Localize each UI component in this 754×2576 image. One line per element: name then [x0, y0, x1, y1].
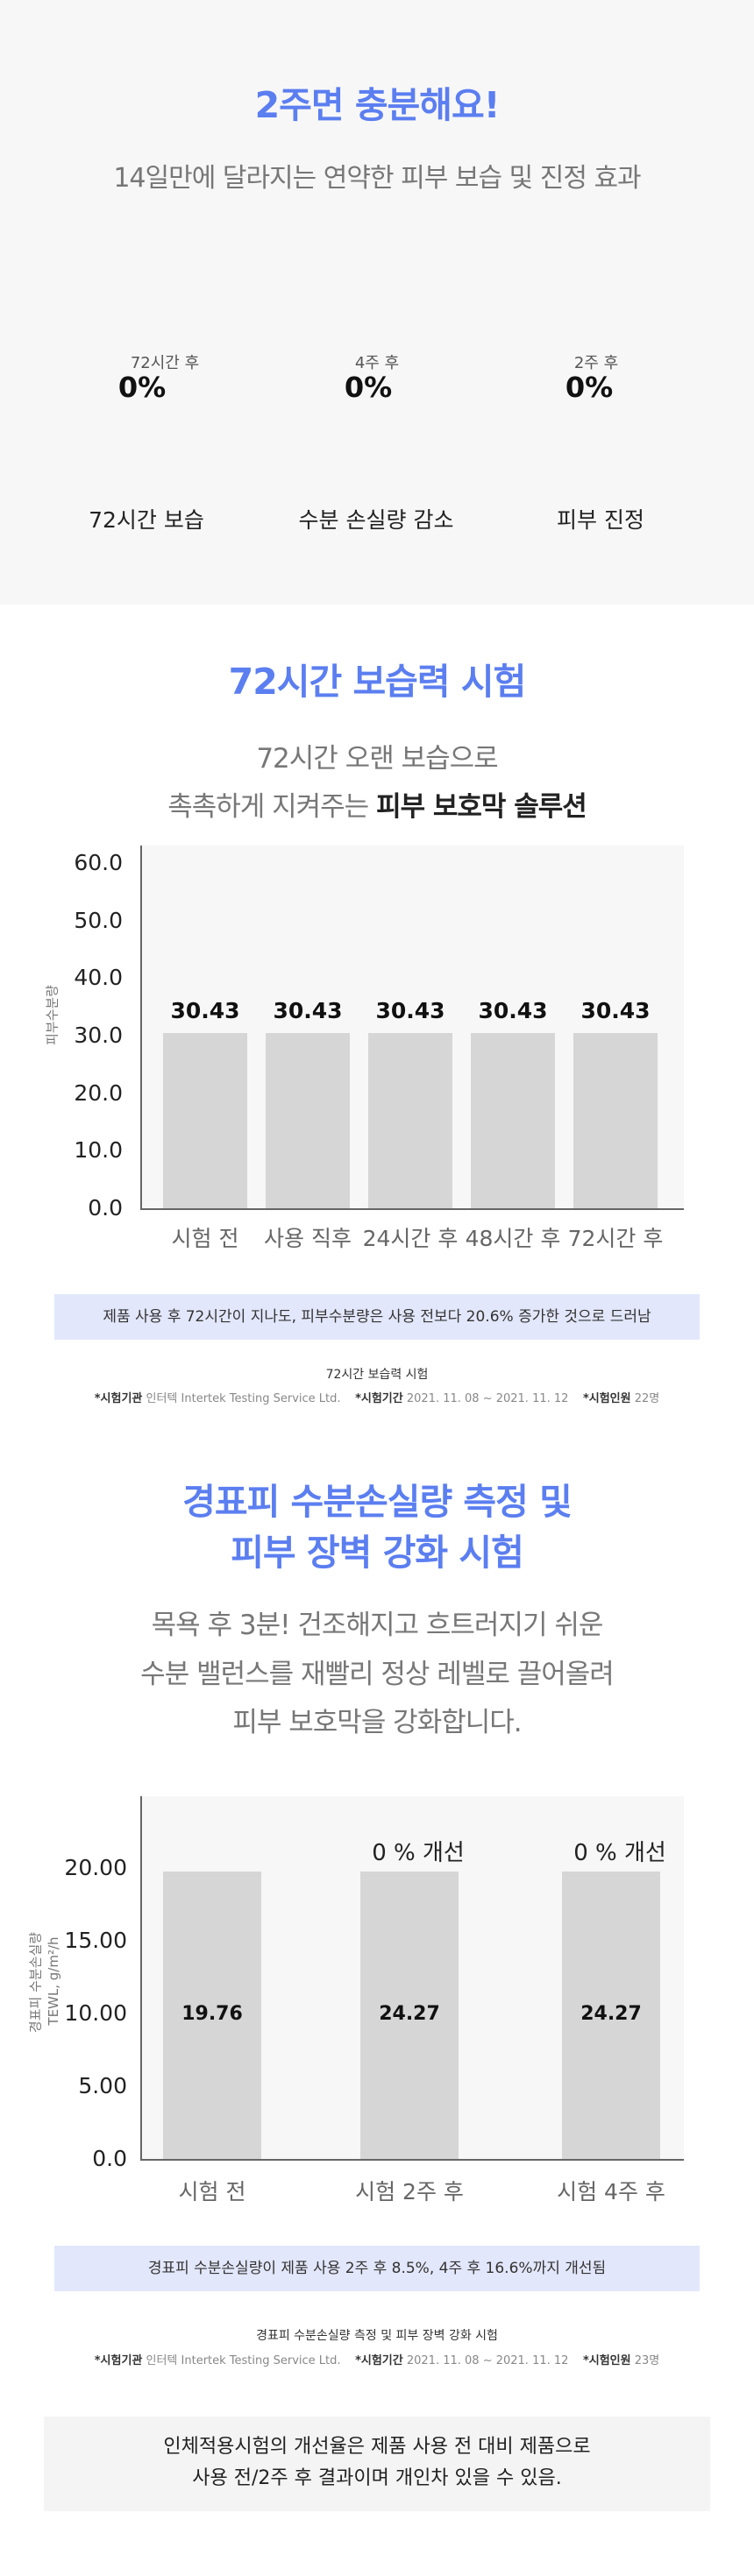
- chart1-bar: [163, 1033, 247, 1208]
- chart2-bar: [360, 1872, 459, 2159]
- chart1-y-tick: 0.0: [88, 1195, 123, 1221]
- caption-org-label: *시험기관: [94, 2354, 143, 2367]
- caption-people-label: *시험인원: [582, 1392, 631, 1405]
- stat-label-1: 72시간 보습: [89, 507, 204, 533]
- caption-period: 2021. 11. 08 ~ 2021. 11. 12: [406, 1392, 569, 1405]
- summary-title: 2주면 충분해요!: [254, 84, 501, 126]
- chart2-x-tick: 시험 4주 후: [557, 2179, 665, 2204]
- caption-org-label: *시험기관: [94, 1392, 143, 1405]
- chart2-y-label-1: 경표피 수분손실량: [27, 1931, 44, 2034]
- chart1-x-tick: 사용 직후: [264, 1226, 352, 1251]
- subtitle-plain: 촉촉하게 지켜주는: [167, 791, 377, 823]
- stat-label-2: 수분 손실량 감소: [298, 507, 454, 533]
- moisture-test-note: 제품 사용 후 72시간이 지나도, 피부수분량은 사용 전보다 20.6% 증…: [54, 1294, 700, 1340]
- caption-period-label: *시험기간: [355, 1392, 403, 1405]
- moisture-test-title: 72시간 보습력 시험: [228, 661, 527, 703]
- chart1-bar-label: 30.43: [273, 998, 343, 1024]
- chart1-x-axis: [140, 1208, 684, 1210]
- chart1-x-tick: 48시간 후: [465, 1226, 561, 1251]
- chart2-bar: [163, 1872, 261, 2159]
- disclaimer-line-1: 인체적용시험의 개선율은 제품 사용 전 대비 제품으로: [163, 2436, 591, 2458]
- caption-people: 22명: [634, 1392, 660, 1405]
- chart2-bar-label: 19.76: [181, 2003, 243, 2026]
- tewl-test-title-1: 경표피 수분손실량 측정 및: [182, 1481, 573, 1523]
- chart1-bar-label: 30.43: [478, 998, 548, 1024]
- stat-value-1: 0%: [117, 371, 167, 404]
- disclaimer-box: 인체적용시험의 개선율은 제품 사용 전 대비 제품으로 사용 전/2주 후 결…: [44, 2417, 710, 2511]
- tewl-caption-title: 경표피 수분손실량 측정 및 피부 장벽 강화 시험: [256, 2329, 498, 2343]
- tewl-test-note: 경표피 수분손실량이 제품 사용 2주 후 8.5%, 4주 후 16.6%까지…: [54, 2246, 700, 2291]
- disclaimer-line-2: 사용 전/2주 후 결과이며 개인차 있을 수 있음.: [192, 2467, 562, 2489]
- moisture-test-subtitle-2: 촉촉하게 지켜주는 피부 보호막 솔루션: [0, 782, 754, 832]
- summary-subtitle: 14일만에 달라지는 연약한 피부 보습 및 진정 효과: [113, 163, 641, 194]
- caption-people-label: *시험인원: [582, 2354, 631, 2367]
- chart1-y-axis: [140, 846, 142, 1209]
- chart2-improvement-label: 0 % 개선: [573, 1840, 666, 1867]
- tewl-caption-info: *시험기관 인터텍 Intertek Testing Service Ltd. …: [0, 2351, 754, 2367]
- stat-label-3: 피부 진정: [557, 507, 644, 533]
- stat-period-2: 4주 후: [354, 354, 400, 372]
- caption-period: 2021. 11. 08 ~ 2021. 11. 12: [406, 2354, 569, 2367]
- chart2-x-tick: 시험 2주 후: [355, 2179, 464, 2204]
- chart1-bar-label: 30.43: [580, 998, 651, 1024]
- chart1-y-tick: 60.0: [74, 850, 123, 875]
- chart1-y-tick: 10.0: [74, 1137, 123, 1164]
- moisture-caption-title: 72시간 보습력 시험: [325, 1368, 429, 1382]
- stat-value-2: 0%: [344, 371, 393, 404]
- caption-period-label: *시험기간: [355, 2354, 403, 2367]
- chart2-bar-label: 24.27: [379, 2003, 440, 2026]
- moisture-caption-info: *시험기관 인터텍 Intertek Testing Service Ltd. …: [0, 1389, 754, 1405]
- stat-period-3: 2주 후: [573, 354, 619, 372]
- chart1-bar: [266, 1033, 350, 1208]
- chart1-bar: [471, 1033, 555, 1208]
- caption-org: 인터텍 Intertek Testing Service Ltd.: [146, 2354, 341, 2367]
- subtitle-highlight: 피부 보호막 솔루션: [376, 791, 587, 823]
- tewl-test-title-2: 피부 장벽 강화 시험: [231, 1532, 524, 1574]
- chart2-x-tick: 시험 전: [178, 2179, 246, 2204]
- chart1-bar-label: 30.43: [375, 998, 445, 1024]
- chart2-y-tick: 20.00: [64, 1855, 127, 1881]
- chart2-y-tick: 10.00: [64, 2000, 127, 2027]
- tewl-subtitle-1: 목욕 후 3분! 건조해지고 흐트러지기 쉬운: [151, 1610, 604, 1641]
- chart2-y-axis: [140, 1796, 142, 2160]
- stat-value-3: 0%: [565, 371, 614, 404]
- tewl-subtitle-2: 수분 밸런스를 재빨리 정상 레벨로 끌어올려: [140, 1659, 615, 1690]
- chart1-bar: [573, 1033, 658, 1208]
- chart1-y-tick: 50.0: [74, 907, 123, 933]
- chart2-improvement-label: 0 % 개선: [372, 1840, 465, 1867]
- caption-org: 인터텍 Intertek Testing Service Ltd.: [146, 1392, 341, 1405]
- chart1-y-tick: 40.0: [74, 965, 123, 991]
- chart1-y-tick: 30.0: [74, 1023, 123, 1048]
- caption-people: 23명: [634, 2354, 660, 2367]
- moisture-test-subtitle-1: 72시간 오랜 보습으로: [256, 743, 498, 775]
- summary-section: 2주면 충분해요! 14일만에 달라지는 연약한 피부 보습 및 진정 효과 7…: [0, 0, 754, 605]
- chart1-y-tick: 20.0: [74, 1079, 123, 1106]
- chart2-y-tick: 15.00: [64, 1928, 127, 1954]
- chart2-y-tick: 0.0: [92, 2146, 127, 2171]
- chart1-x-tick: 72시간 후: [567, 1226, 664, 1251]
- chart2-bar: [562, 1872, 660, 2159]
- chart1-bar: [368, 1033, 452, 1208]
- tewl-subtitle-3: 피부 보호막을 강화합니다.: [232, 1707, 522, 1738]
- chart1-bar-label: 30.43: [170, 998, 240, 1024]
- stat-period-1: 72시간 후: [130, 354, 200, 372]
- chart1-x-tick: 시험 전: [171, 1226, 239, 1251]
- chart2-x-axis: [140, 2159, 684, 2161]
- chart1-x-tick: 24시간 후: [362, 1226, 459, 1251]
- chart2-y-tick: 5.00: [78, 2073, 127, 2099]
- chart2-bar-label: 24.27: [580, 2003, 642, 2026]
